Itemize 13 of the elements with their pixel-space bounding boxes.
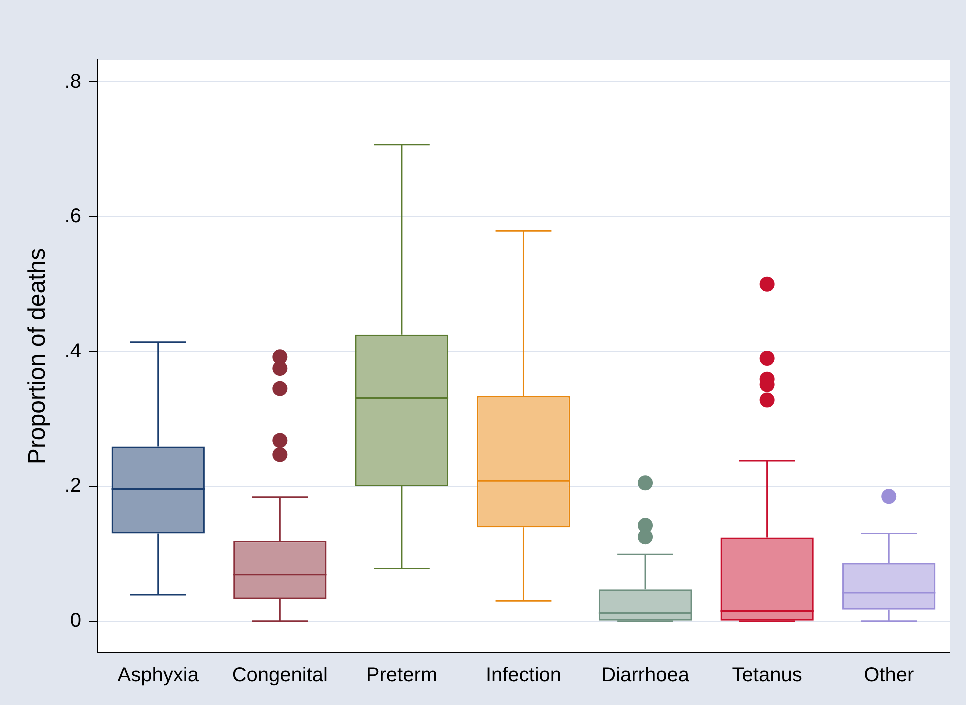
y-tick-label: .6 [64, 206, 82, 228]
x-tick-label: Congenital [232, 664, 328, 687]
y-tick-label: .2 [64, 475, 82, 498]
x-tick-label: Preterm [366, 664, 438, 687]
x-tick-label: Asphyxia [118, 664, 200, 687]
x-tick-label: Infection [486, 664, 562, 687]
x-tick-label: Diarrhoea [602, 664, 690, 687]
y-axis-title: Proportion of deaths [24, 248, 52, 465]
y-tick-label: .8 [64, 70, 82, 93]
x-tick-label: Tetanus [732, 664, 802, 687]
y-tick-label: 0 [70, 610, 82, 632]
x-tick-label: Other [864, 664, 914, 687]
y-tick-label: .4 [64, 340, 82, 362]
